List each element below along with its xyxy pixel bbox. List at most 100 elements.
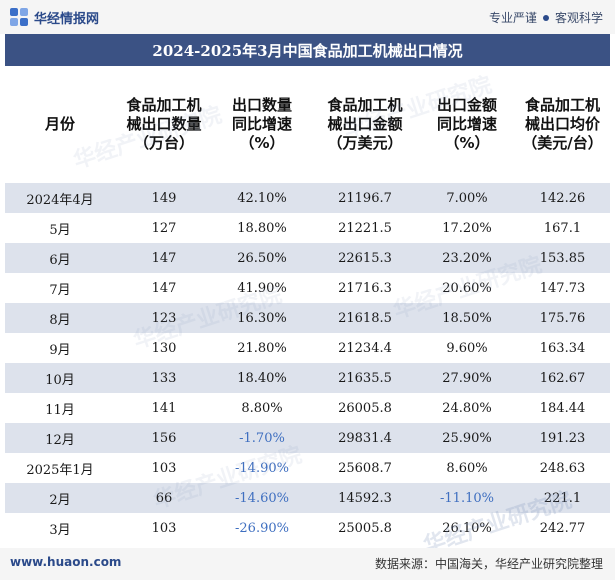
column-header: 出口金额 同比增速 （%）	[419, 66, 515, 183]
column-header-line: （万美元）	[327, 134, 403, 152]
data-source: 数据来源：中国海关，华经产业研究院整理	[374, 557, 603, 571]
value-cell: 130	[151, 340, 177, 356]
value-cell: 191.23	[515, 423, 610, 453]
column-header-line: （%）	[444, 134, 490, 152]
value-cell: -11.10%	[419, 483, 515, 513]
value-cell: 153.85	[515, 243, 610, 273]
top-bar: 华经情报网 专业严谨 客观科学	[0, 0, 615, 34]
value-cell: 163.34	[539, 340, 586, 356]
table-row: 11月 141 8.80% 26005.8 24.80% 184.44	[5, 393, 610, 423]
value-cell: 21196.7	[311, 183, 419, 213]
value-cell: 9.60%	[446, 340, 488, 356]
value-cell: 25608.7	[338, 460, 392, 476]
table-row: 7月 147 41.90% 21716.3 20.60% 147.73	[5, 273, 610, 303]
slogan-left: 专业严谨	[488, 11, 537, 25]
month-cell: 11月	[45, 402, 75, 418]
table-row: 3月 103 -26.90% 25005.8 26.10% 242.77	[5, 513, 610, 543]
value-cell: 20.60%	[442, 280, 492, 296]
value-cell: 42.10%	[213, 183, 311, 213]
column-header: 食品加工机 械出口金额 （万美元）	[311, 66, 419, 183]
value-cell: 21.80%	[237, 340, 287, 356]
value-cell: 26.50%	[213, 243, 311, 273]
value-cell: 141	[151, 400, 177, 416]
month-cell: 9月	[49, 342, 71, 358]
value-cell: 25.90%	[419, 423, 515, 453]
value-cell: 27.90%	[419, 363, 515, 393]
month-cell: 2024年4月	[5, 183, 115, 213]
value-cell: 21234.4	[338, 340, 392, 356]
value-cell: 8.60%	[446, 460, 488, 476]
brand[interactable]: 华经情报网	[10, 7, 99, 27]
value-cell: 242.77	[539, 520, 586, 536]
column-header-line: （万台）	[133, 134, 194, 152]
column-header-line: 同比增速	[231, 115, 292, 133]
value-cell: 26.10%	[442, 520, 492, 536]
value-cell: 8.80%	[241, 400, 283, 416]
value-cell: 21618.5	[311, 303, 419, 333]
value-cell: 21716.3	[338, 280, 392, 296]
value-cell: 24.80%	[442, 400, 492, 416]
value-cell: 14592.3	[311, 483, 419, 513]
value-cell: 26005.8	[338, 400, 392, 416]
month-cell: 2月	[5, 483, 115, 513]
month-cell: 2025年1月	[26, 462, 94, 478]
table-row: 9月 130 21.80% 21234.4 9.60% 163.34	[5, 333, 610, 363]
table-row: 12月 156 -1.70% 29831.4 25.90% 191.23	[5, 423, 610, 453]
column-header-line: （%）	[239, 134, 285, 152]
value-cell: 123	[115, 303, 213, 333]
value-cell: 142.26	[515, 183, 610, 213]
column-header-line: 食品加工机	[126, 96, 202, 114]
value-cell: 149	[115, 183, 213, 213]
value-cell: 66	[115, 483, 213, 513]
site-link[interactable]: www.huaon.com	[10, 555, 122, 569]
value-cell: 16.30%	[213, 303, 311, 333]
value-cell: 175.76	[515, 303, 610, 333]
table-row: 10月 133 18.40% 21635.5 27.90% 162.67	[5, 363, 610, 393]
month-cell: 5月	[49, 222, 71, 238]
value-cell: -14.60%	[213, 483, 311, 513]
column-header: 食品加工机 械出口数量 （万台）	[115, 66, 213, 183]
value-cell: 167.1	[543, 220, 582, 236]
logo-icon	[10, 8, 28, 26]
value-cell: 7.00%	[419, 183, 515, 213]
value-cell: 248.63	[539, 460, 586, 476]
column-header-line: 出口数量	[231, 96, 292, 114]
column-header-line: 月份	[44, 115, 75, 133]
value-cell: 17.20%	[442, 220, 492, 236]
slogan: 专业严谨 客观科学	[489, 9, 603, 26]
value-cell: 147	[115, 243, 213, 273]
value-cell: 156	[115, 423, 213, 453]
value-cell: 23.20%	[419, 243, 515, 273]
value-cell: -1.70%	[213, 423, 311, 453]
column-header-line: 械出口数量	[126, 115, 202, 133]
bullet-icon	[542, 14, 549, 21]
column-header-line: 械出口均价	[524, 115, 600, 133]
value-cell: 25005.8	[338, 520, 392, 536]
column-header-line: 出口金额	[436, 96, 497, 114]
column-header-line: 械出口金额	[327, 115, 403, 133]
table-row: 2月 66 -14.60% 14592.3 -11.10% 221.1	[5, 483, 610, 513]
brand-name: 华经情报网	[34, 11, 100, 27]
value-cell: 162.67	[515, 363, 610, 393]
table-row: 5月 127 18.80% 21221.5 17.20% 167.1	[5, 213, 610, 243]
table-body: 2024年4月 149 42.10% 21196.7 7.00% 142.26 5月 127 1…	[5, 183, 610, 543]
value-cell: 184.44	[539, 400, 586, 416]
month-cell: 3月	[49, 522, 71, 538]
value-cell: 21635.5	[311, 363, 419, 393]
value-cell: 147	[151, 280, 177, 296]
value-cell: 41.90%	[237, 280, 287, 296]
page-title: 2024-2025年3月中国食品加工机械出口情况	[152, 41, 463, 60]
value-cell: 29831.4	[311, 423, 419, 453]
value-cell: 18.80%	[237, 220, 287, 236]
table-row: 2025年1月 103 -14.90% 25608.7 8.60% 248.63	[5, 453, 610, 483]
data-table: 月份 食品加工机 械出口数量 （万台） 出口数量 同比增速 （%） 食品加工机 械出口金额 （万美…	[5, 66, 610, 543]
value-cell: 147.73	[539, 280, 586, 296]
month-cell: 12月	[5, 423, 115, 453]
column-header: 食品加工机 械出口均价 （美元/台）	[515, 66, 610, 183]
column-header: 月份	[5, 66, 115, 183]
table-header-row: 月份 食品加工机 械出口数量 （万台） 出口数量 同比增速 （%） 食品加工机 械出口金额 （万美…	[5, 66, 610, 183]
value-cell: 18.40%	[213, 363, 311, 393]
value-cell: 22615.3	[311, 243, 419, 273]
column-header-line: 食品加工机	[524, 96, 600, 114]
column-header-line: 同比增速	[436, 115, 497, 133]
